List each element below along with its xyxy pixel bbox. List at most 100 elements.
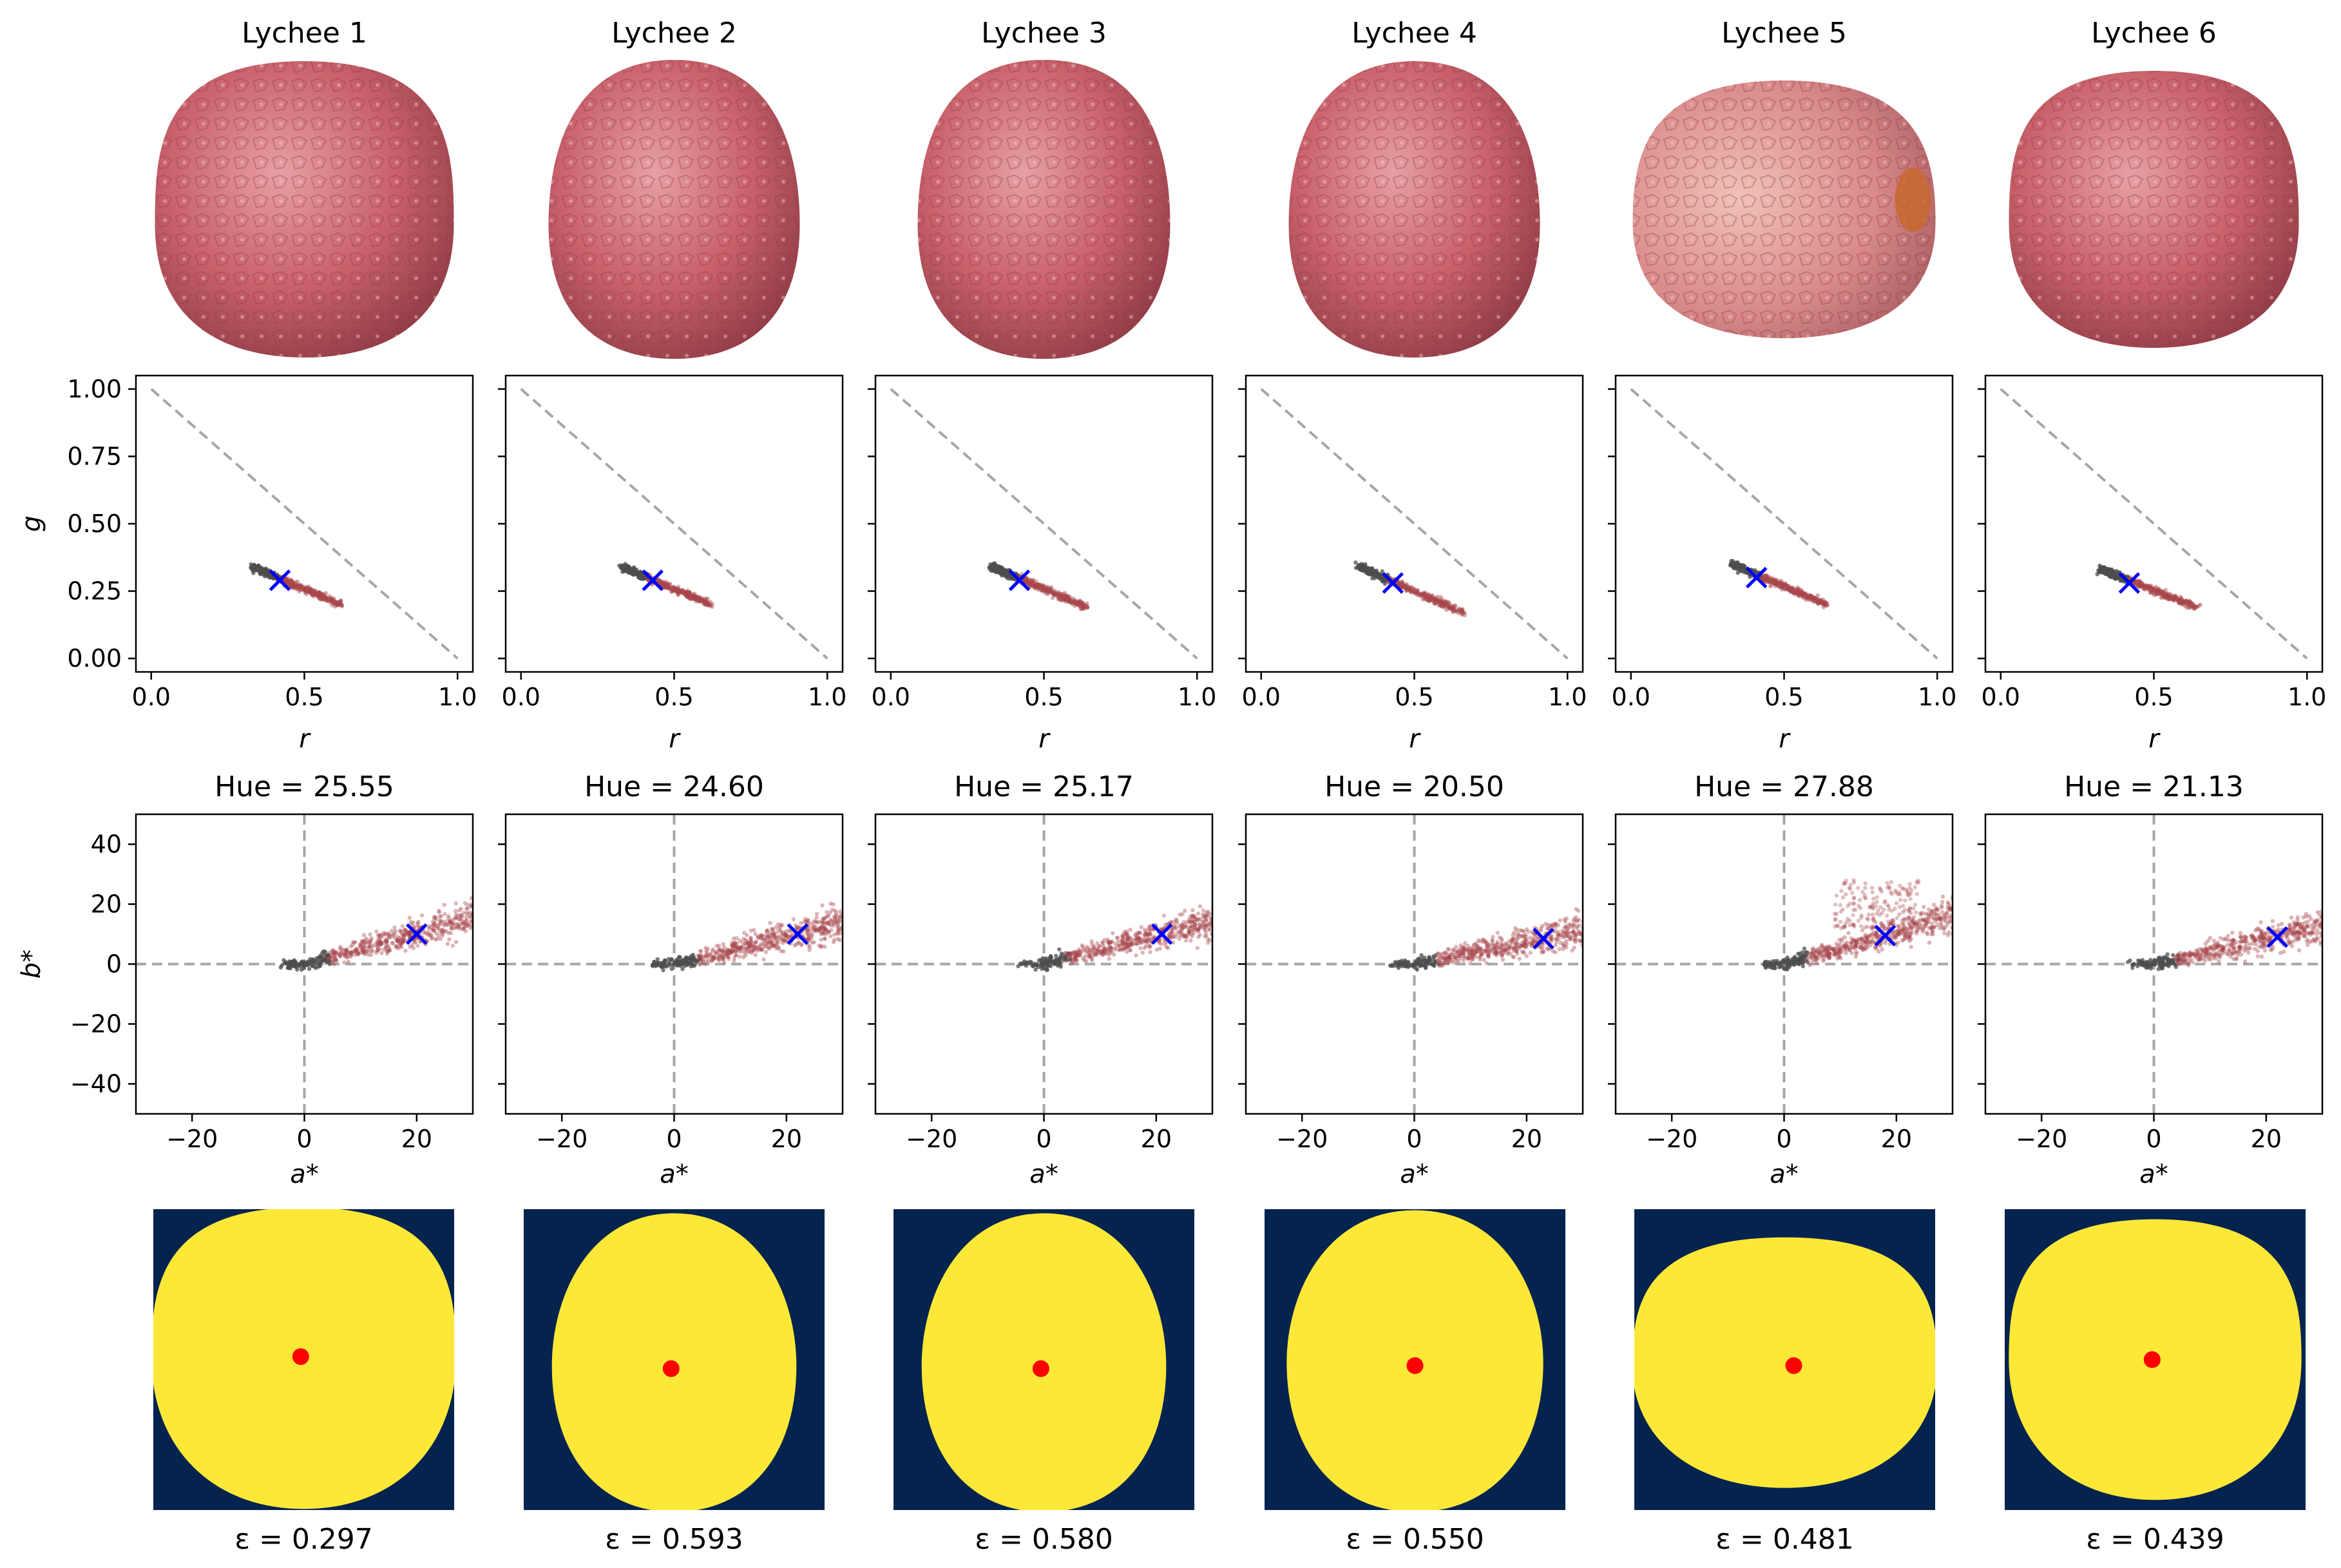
rg-pixel-point (311, 592, 315, 597)
ab-pixel-point (825, 910, 829, 915)
rg-pixel-point (331, 598, 336, 602)
rg-pixel-point (702, 602, 707, 606)
rg-pixel-point (673, 588, 678, 593)
rg-pixel-point (1029, 578, 1034, 582)
rg-pixel-point (1067, 598, 1073, 603)
rg-pixel-point (679, 589, 684, 593)
rg-pixel-point (292, 584, 297, 589)
y-tick-label: 0.00 (67, 644, 122, 673)
ab-pixel-point (830, 920, 835, 924)
ab-pixel-point (1225, 917, 1229, 921)
ab-pixel-point (495, 893, 499, 897)
rg-pixel-point (1422, 593, 1426, 598)
rg-pixel-point (685, 591, 690, 595)
rg-pixel-point (313, 590, 318, 595)
rg-pixel-point (289, 584, 294, 589)
ab-pixel-point (1221, 925, 1225, 929)
ab-pixel-point (721, 960, 727, 965)
rg-pixel-point (320, 597, 324, 602)
rg-pixel-point (675, 588, 680, 593)
rg-pixel-point (694, 595, 698, 599)
rg-pixel-point (697, 599, 702, 604)
rg-pixel-point (1064, 595, 1068, 600)
ab-pixel-point (749, 928, 753, 933)
rg-pixel-point (329, 597, 334, 602)
rg-pixel-point (684, 589, 689, 595)
ab-pixel-point (827, 930, 832, 934)
ab-pixel-point (482, 912, 486, 915)
rg-pixel-point (307, 587, 312, 591)
ab-pixel-point (1228, 903, 1232, 906)
ab-pixel-point (346, 959, 350, 964)
rg-pixel-point (290, 584, 294, 588)
ab-pixel-point (1218, 928, 1222, 932)
rg-pixel-point (289, 581, 294, 586)
ab-pixel-point (717, 948, 721, 952)
x-tick-label: 20 (771, 1125, 802, 1153)
rg-pixel-point (676, 591, 681, 596)
ab-pixel-point (476, 909, 480, 913)
rg-pixel-point (1736, 565, 1741, 569)
ab-pixel-point (326, 953, 330, 957)
rg-scatter-panel: 0.0 0.5 1.0r (1978, 374, 2326, 754)
ab-pixel-point (844, 919, 848, 923)
rg-pixel-point (698, 597, 703, 601)
rg-pixel-point (1067, 597, 1072, 602)
ab-pixel-point (499, 912, 502, 916)
ab-pixel-point (783, 933, 788, 937)
rg-pixel-point (669, 585, 673, 589)
ab-pixel-point (1220, 918, 1224, 922)
ab-pixel-point (689, 953, 694, 959)
ab-pixel-point (481, 930, 485, 933)
rg-pixel-point (285, 580, 290, 585)
rg-pixel-point (293, 584, 298, 589)
ab-pixel-point (496, 906, 500, 910)
rg-pixel-point (676, 587, 682, 591)
rg-pixel-point (304, 585, 309, 589)
rg-pixel-point (304, 588, 309, 593)
ab-points (875, 814, 1232, 1114)
rg-pixel-point (2163, 588, 2168, 592)
ab-pixel-point (481, 921, 484, 924)
ab-pixel-point (387, 948, 392, 953)
rg-pixel-point (680, 590, 685, 595)
ab-pixel-point (847, 923, 851, 926)
ab-pixel-point (823, 936, 828, 941)
rg-pixel-point (339, 603, 344, 608)
ab-pixel-point (370, 949, 375, 953)
x-tick-label: 0.0 (502, 683, 540, 711)
rg-pixel-point (677, 590, 682, 595)
ab-pixel-point (807, 948, 812, 952)
rg-pixel-point (681, 591, 686, 596)
ab-pixel-point (498, 917, 502, 921)
rg-pixel-point (307, 585, 312, 590)
rg-pixel-point (1055, 593, 1060, 598)
ab-pixel-point (745, 933, 749, 937)
reference-line (890, 388, 1198, 660)
rg-pixel-point (329, 598, 334, 603)
rg-pixel-point (671, 586, 676, 590)
rg-pixel-point (2179, 596, 2184, 600)
rg-pixel-point (330, 603, 334, 607)
ab-pixel-point (1183, 938, 1189, 943)
rg-pixel-point (1035, 586, 1039, 590)
rg-pixel-point (330, 600, 335, 604)
rg-pixel-point (2109, 569, 2114, 574)
ab-pixel-point (821, 921, 827, 926)
rg-pixel-point (292, 585, 296, 589)
rg-pixel-point (705, 600, 711, 605)
rg-pixel-point (249, 562, 253, 567)
ab-pixel-point (481, 901, 484, 904)
rg-pixel-point (337, 602, 341, 607)
rg-pixel-point (1058, 592, 1063, 597)
rg-pixel-point (1052, 591, 1056, 596)
rg-pixel-point (316, 593, 320, 597)
rg-pixel-point (2198, 602, 2202, 607)
rg-pixel-point (1059, 592, 1064, 597)
rg-pixel-point (1046, 589, 1051, 594)
ab-pixel-point (850, 925, 854, 929)
rg-pixel-point (694, 595, 700, 600)
rg-pixel-point (291, 586, 296, 591)
